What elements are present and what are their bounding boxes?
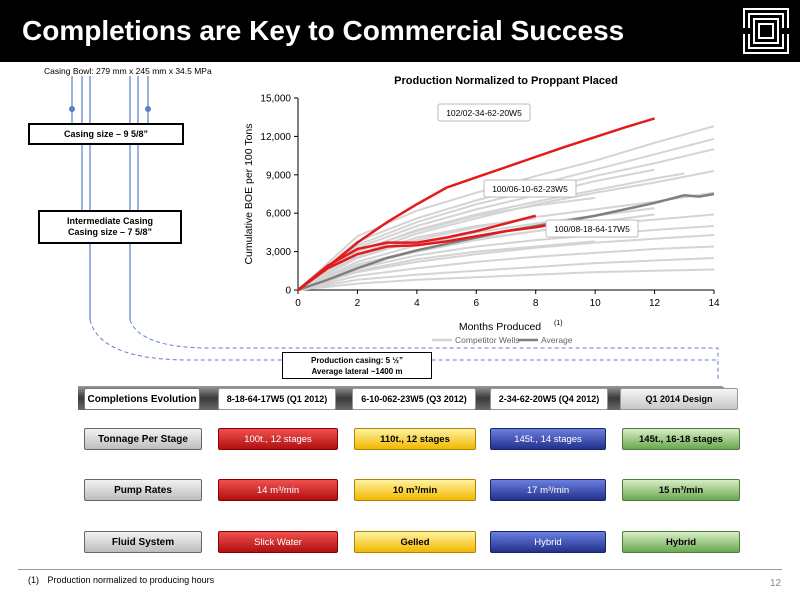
footnote-divider bbox=[18, 569, 782, 570]
fluid-system-stage-4: Hybrid bbox=[622, 531, 740, 553]
well-callout-box bbox=[437, 103, 531, 122]
intermediate-casing-title: Intermediate Casing bbox=[66, 216, 154, 226]
footnote-text: Production normalized to producing hours bbox=[47, 575, 215, 585]
y-axis-title: Cumulative BOE per 100 Tons bbox=[243, 123, 255, 264]
y-tick-label: 3,000 bbox=[266, 247, 291, 258]
pump-rate-stage-1: 14 m³/min bbox=[218, 479, 338, 501]
chart-svg: Production Normalized to Proppant Placed… bbox=[243, 75, 720, 345]
well-callout-label: 100/06-10-62-23W5 bbox=[492, 184, 568, 194]
competitor-well-line bbox=[297, 268, 715, 291]
x-tick-label: 6 bbox=[474, 298, 480, 309]
pump-rates-row-label: Pump Rates bbox=[84, 479, 202, 501]
x-tick-label: 2 bbox=[355, 298, 361, 309]
page-title: Completions are Key to Commercial Succes… bbox=[22, 15, 625, 46]
y-tick-label: 9,000 bbox=[266, 170, 291, 181]
tonnage-stage-3: 145t., 14 stages bbox=[490, 428, 606, 450]
intermediate-casing-size: Casing size – 7 5/8” bbox=[67, 227, 153, 237]
competitor-well-line bbox=[297, 217, 536, 291]
tonnage-stage-2: 110t., 12 stages bbox=[354, 428, 476, 450]
production-casing-label: Production casing: 5 ½” bbox=[310, 356, 403, 365]
tonnage-stage-4: 145t., 16-18 stages bbox=[622, 428, 740, 450]
highlight-well-line bbox=[297, 220, 566, 292]
fluid-system-row-label: Fluid System bbox=[84, 531, 202, 553]
x-axis-title: Months Produced bbox=[459, 321, 541, 333]
tonnage-stage-1: 100t., 12 stages bbox=[218, 428, 338, 450]
evolution-stage-2: 6-10-062-23W5 (Q3 2012) bbox=[352, 388, 476, 410]
pump-rate-stage-2: 10 m³/min bbox=[354, 479, 476, 501]
footnote-number: (1) bbox=[28, 575, 39, 585]
pump-rate-stage-3: 17 m³/min bbox=[490, 479, 606, 501]
tonnage-row-label: Tonnage Per Stage bbox=[84, 428, 202, 450]
production-chart: Production Normalized to Proppant Placed… bbox=[230, 62, 750, 362]
well-callout-label: 102/02-34-62-20W5 bbox=[446, 108, 522, 118]
well-callout-box bbox=[483, 179, 577, 198]
company-logo-icon bbox=[743, 8, 789, 54]
casing-bowl-label: Casing Bowl: 279 mm x 245 mm x 34.5 MPa bbox=[44, 66, 212, 76]
highlight-well-line bbox=[297, 117, 655, 291]
evolution-label: Completions Evolution bbox=[84, 388, 200, 410]
y-tick-label: 15,000 bbox=[260, 94, 291, 105]
fluid-system-stage-2: Gelled bbox=[354, 531, 476, 553]
competitor-well-line bbox=[297, 233, 715, 291]
x-tick-label: 0 bbox=[295, 298, 301, 309]
fluid-system-stage-1: Slick Water bbox=[218, 531, 338, 553]
pump-rate-stage-4: 15 m³/min bbox=[622, 479, 740, 501]
competitor-well-line bbox=[297, 245, 715, 291]
y-tick-label: 12,000 bbox=[260, 132, 291, 143]
legend-average-label: Average bbox=[541, 335, 573, 345]
casing-diagram: Casing Bowl: 279 mm x 245 mm x 34.5 MPa … bbox=[0, 62, 719, 392]
competitor-well-line bbox=[297, 257, 715, 291]
well-callout-box bbox=[545, 219, 639, 238]
page-number: 12 bbox=[770, 578, 782, 589]
intermediate-casing-box: Intermediate Casing Casing size – 7 5/8” bbox=[38, 210, 182, 244]
chart-title: Production Normalized to Proppant Placed bbox=[394, 75, 618, 87]
surface-casing-label: Casing size – 9 5/8” bbox=[63, 128, 149, 139]
evolution-stage-4: Q1 2014 Design bbox=[620, 388, 738, 410]
title-bar: Completions are Key to Commercial Succes… bbox=[0, 0, 800, 62]
x-tick-label: 10 bbox=[590, 298, 602, 309]
evolution-stage-3: 2-34-62-20W5 (Q4 2012) bbox=[490, 388, 608, 410]
x-tick-label: 4 bbox=[414, 298, 420, 309]
y-tick-label: 0 bbox=[285, 286, 291, 297]
evolution-stage-1: 8-18-64-17W5 (Q1 2012) bbox=[218, 388, 336, 410]
footnote: (1) Production normalized to producing h… bbox=[28, 575, 214, 585]
legend-competitor-label: Competitor Wells bbox=[455, 335, 520, 345]
highlight-well-line bbox=[297, 214, 537, 291]
production-casing-box: Production casing: 5 ½” Average lateral … bbox=[282, 352, 432, 379]
competitor-well-line bbox=[297, 168, 655, 291]
x-tick-label: 14 bbox=[708, 298, 720, 309]
y-tick-label: 6,000 bbox=[266, 209, 291, 220]
fluid-system-stage-3: Hybrid bbox=[490, 531, 606, 553]
x-axis-title-footnote: (1) bbox=[554, 320, 563, 327]
well-callout-label: 100/08-18-64-17W5 bbox=[554, 224, 630, 234]
average-lateral-label: Average lateral ~1400 m bbox=[311, 367, 403, 376]
x-tick-label: 12 bbox=[649, 298, 661, 309]
competitor-well-line bbox=[297, 240, 596, 291]
x-tick-label: 8 bbox=[533, 298, 539, 309]
surface-casing-box: Casing size – 9 5/8” bbox=[28, 123, 184, 145]
